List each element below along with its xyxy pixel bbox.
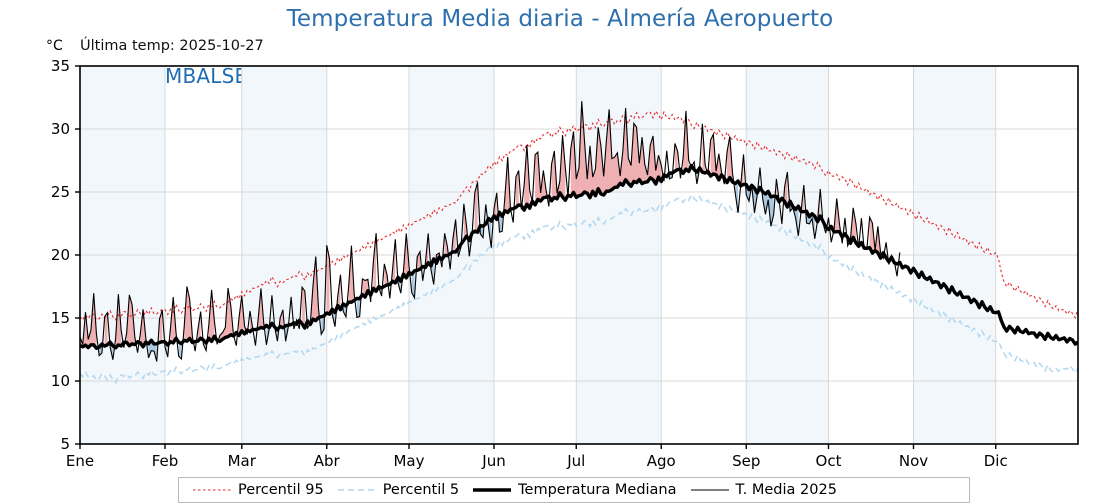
legend-label: Temperatura Mediana <box>518 482 677 498</box>
series-percentil-5 <box>80 193 1078 385</box>
legend-line-icon <box>337 484 376 496</box>
above-median-fill <box>348 245 355 303</box>
x-tick-label: Ago <box>646 452 676 470</box>
legend-item[interactable]: Temperatura Mediana <box>459 478 677 502</box>
above-median-fill <box>384 263 388 287</box>
page-title: Temperatura Media diaria - Almería Aerop… <box>286 6 834 32</box>
above-median-fill <box>302 287 305 329</box>
legend-label: T. Media 2025 <box>735 482 837 498</box>
x-tick-label: Feb <box>151 452 179 470</box>
y-tick-label: 20 <box>50 246 70 264</box>
above-median-fill <box>524 145 530 211</box>
x-tick-label: Sep <box>732 452 761 470</box>
legend-line-icon <box>690 484 729 496</box>
above-median-fill <box>683 110 689 174</box>
below-median-fill <box>746 184 758 213</box>
below-median-fill <box>178 342 182 359</box>
y-tick-label: 5 <box>60 435 70 453</box>
y-axis-unit-label: °C <box>46 38 63 54</box>
below-median-fill <box>411 270 415 298</box>
above-median-fill <box>373 233 377 292</box>
above-median-fill <box>280 309 283 328</box>
above-median-fill <box>104 312 108 347</box>
above-median-fill <box>403 233 410 278</box>
x-tick-label: Ene <box>65 452 95 470</box>
above-median-fill <box>833 198 840 232</box>
x-tick-label: Oct <box>815 452 842 470</box>
above-median-fill <box>784 172 788 207</box>
below-median-fill <box>356 298 360 318</box>
above-median-fill <box>140 309 146 347</box>
above-median-fill <box>208 289 215 342</box>
legend-item[interactable]: T. Media 2025 <box>677 478 837 502</box>
below-median-fill <box>762 191 774 227</box>
x-tick-label: Jul <box>567 452 586 470</box>
legend-item[interactable]: Percentil 95 <box>179 478 324 502</box>
above-median-fill <box>170 297 176 343</box>
above-median-fill <box>239 295 245 336</box>
legend-label: Percentil 95 <box>238 482 324 498</box>
y-tick-label: 30 <box>50 120 70 138</box>
above-median-fill <box>727 136 733 183</box>
x-tick-label: Abr <box>313 452 340 470</box>
legend-label: Percentil 5 <box>382 482 460 498</box>
x-tick-label: Mar <box>227 452 256 470</box>
x-tick-label: Nov <box>898 452 929 470</box>
y-tick-label: 35 <box>50 57 70 75</box>
x-tick-label: Dic <box>983 452 1008 470</box>
above-median-fill <box>535 152 547 205</box>
above-median-fill <box>474 182 478 233</box>
above-median-fill <box>258 288 264 329</box>
chart-legend: Percentil 95 Percentil 5 Temperatura Media… <box>178 477 970 503</box>
x-tick-label: Jun <box>482 452 506 470</box>
last-temp-subtitle: Última temp: 2025-10-27 <box>80 38 264 54</box>
above-median-fill <box>710 134 722 180</box>
above-median-fill <box>504 157 511 213</box>
x-tick-label: May <box>393 452 425 470</box>
y-tick-label: 10 <box>50 372 70 390</box>
series-temperatura-mediana <box>80 163 1078 350</box>
legend-line-icon <box>193 484 231 496</box>
y-tick-label: 15 <box>50 309 70 327</box>
legend-item[interactable]: Percentil 5 <box>324 478 459 502</box>
above-median-fill <box>570 101 662 198</box>
series-percentil-95 <box>80 109 1078 321</box>
legend-line-icon <box>473 484 512 496</box>
above-median-fill <box>515 170 519 208</box>
above-median-fill <box>115 294 122 348</box>
above-median-fill <box>326 245 330 315</box>
y-tick-label: 25 <box>50 183 70 201</box>
